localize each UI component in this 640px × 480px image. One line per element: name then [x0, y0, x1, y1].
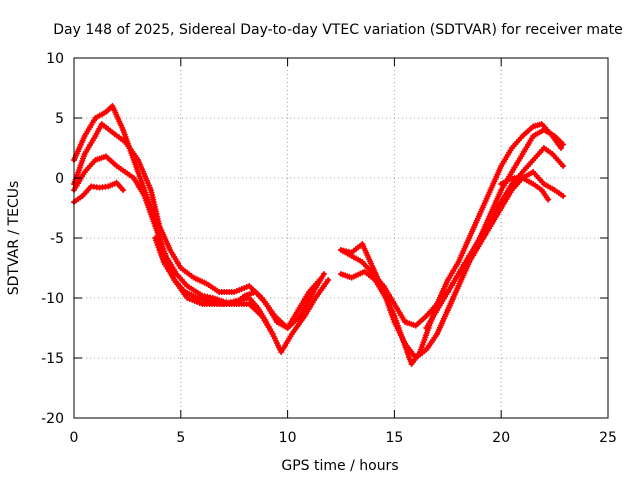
data-point-marker: [545, 196, 552, 203]
data-point-marker: [560, 141, 567, 148]
x-tick-label: 0: [70, 430, 79, 446]
data-point-marker: [560, 163, 567, 169]
y-tick-label: 5: [55, 111, 64, 127]
series-trace: [72, 104, 331, 354]
y-tick-label: 10: [46, 51, 64, 67]
series-track-5: [152, 235, 276, 337]
x-tick-label: 15: [385, 430, 403, 446]
y-tick-label: -5: [50, 231, 64, 247]
series-track-4: [71, 179, 127, 205]
y-tick-label: -10: [41, 291, 64, 307]
chart-title: Day 148 of 2025, Sidereal Day-to-day VTE…: [53, 22, 623, 38]
y-tick-label: 0: [55, 171, 64, 187]
x-tick-label: 5: [176, 430, 185, 446]
x-axis-title: GPS time / hours: [281, 458, 398, 474]
series-track-3: [71, 153, 323, 331]
data-point-marker: [325, 277, 332, 283]
series-track-10: [444, 169, 567, 313]
y-axis-title: SDTVAR / TECUs: [6, 181, 22, 296]
data-point-marker: [120, 187, 127, 193]
y-tick-label: -20: [41, 411, 64, 427]
data-point-marker: [269, 331, 276, 337]
data-point-marker: [316, 277, 323, 283]
x-tick-label: 20: [492, 430, 510, 446]
x-tick-label: 10: [279, 430, 297, 446]
x-axis: 0 5 10 15 20 25: [70, 430, 617, 446]
series-track-7: [338, 121, 565, 367]
series-trace: [72, 180, 126, 204]
y-tick-label: -15: [41, 351, 64, 367]
y-axis: 10 5 0 -5 -10 -15 -20: [41, 51, 64, 427]
axis-ticks: [73, 57, 609, 419]
series-trace: [339, 122, 563, 366]
plot-area: [71, 103, 567, 367]
data-point-marker: [560, 193, 567, 199]
data-point-marker: [320, 271, 327, 277]
data-point-marker: [558, 145, 565, 151]
series-track-11: [498, 175, 552, 203]
x-tick-label: 25: [599, 430, 617, 446]
